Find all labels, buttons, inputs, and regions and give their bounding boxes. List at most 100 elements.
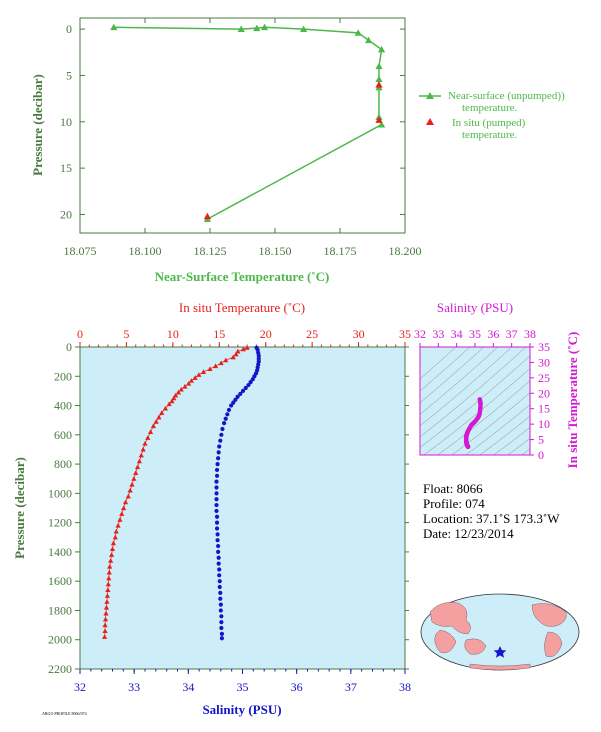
salinity-point	[216, 543, 221, 549]
salinity-point	[214, 479, 219, 484]
temperature-point	[108, 552, 115, 557]
pressure-tick-label: 0	[66, 340, 72, 354]
temperature-point	[218, 360, 224, 366]
isopycnal-line	[420, 347, 457, 380]
ns-xtick-label: 18.150	[259, 244, 292, 258]
ns-xtick-label: 18.175	[324, 244, 357, 258]
salinity-point	[216, 561, 221, 566]
salinity-point	[243, 385, 248, 391]
ns-point-unpumped	[237, 25, 245, 33]
ns-ytick-label: 20	[60, 207, 72, 221]
temperature-point	[134, 464, 141, 470]
temperature-point	[230, 354, 236, 360]
temperature-point	[104, 599, 110, 604]
ts-point	[465, 444, 471, 450]
salinity-point	[214, 467, 220, 473]
salinity-point	[250, 377, 255, 382]
float-location-star	[493, 646, 507, 658]
salinity-point	[217, 444, 222, 449]
temperature-point	[131, 476, 137, 481]
ns-xtick-label: 18.125	[194, 244, 227, 258]
temperature-point	[103, 604, 110, 610]
ts-temp-tick-label: 10	[538, 417, 550, 431]
ns-point-pumped	[375, 116, 383, 123]
temp-tick-label: 30	[353, 327, 365, 341]
ts-top-label: Salinity (PSU)	[437, 300, 513, 315]
pressure-tick-label: 1400	[48, 545, 72, 559]
temperature-point	[107, 563, 113, 569]
ts-sal-tick-label: 38	[524, 327, 536, 341]
temp-tick-label: 5	[123, 327, 129, 341]
salinity-point	[217, 573, 222, 578]
temp-tick-label: 15	[213, 327, 225, 341]
pressure-tick-label: 1200	[48, 516, 72, 530]
temperature-point	[104, 593, 110, 598]
ns-ytick-label: 0	[66, 22, 72, 36]
salinity-point	[221, 421, 227, 426]
ts-frame	[419, 346, 531, 456]
ns-point-unpumped	[378, 45, 386, 53]
ts-temp-tick-label: 25	[538, 371, 550, 385]
temperature-point	[106, 575, 112, 581]
salinity-point	[225, 412, 230, 417]
salinity-point	[229, 403, 234, 408]
sal-tick-label: 34	[182, 680, 194, 694]
salinity-point	[219, 636, 225, 641]
salinity-point	[217, 584, 222, 590]
ts-right-label: In situ Temperature (˚C)	[565, 332, 580, 469]
sal-tick-label: 38	[399, 680, 411, 694]
salinity-point	[220, 426, 225, 432]
salinity-point	[218, 596, 223, 601]
salinity-point	[256, 353, 261, 358]
ns-ytick-label: 15	[60, 161, 72, 175]
temperature-point	[138, 452, 144, 458]
ns-xtick-label: 18.200	[389, 244, 422, 258]
temperature-point	[159, 410, 165, 415]
salinity-point	[215, 538, 220, 543]
map-land-north-america	[531, 603, 567, 627]
profile-top-xlabel: In situ Temperature (˚C)	[179, 300, 305, 315]
temperature-point	[175, 389, 182, 395]
temperature-point	[188, 378, 195, 383]
isopycnal-line	[420, 347, 485, 404]
sal-tick-label: 36	[291, 680, 303, 694]
temp-tick-label: 10	[167, 327, 179, 341]
ts-sal-tick-label: 36	[487, 327, 499, 341]
profile-series	[102, 345, 261, 641]
float-id: Float: 8066	[423, 481, 483, 496]
temperature-point	[192, 375, 198, 380]
profile-ticks: 0 5 10 15 20 25 30 35 32 33 34 35 36 37 38 0 200 400 600 80…	[48, 327, 411, 694]
ns-point-unpumped	[365, 36, 373, 44]
sal-tick-label: 32	[74, 680, 86, 694]
salinity-point	[214, 502, 219, 508]
salinity-point	[248, 380, 253, 385]
temperature-point	[110, 540, 117, 546]
pressure-tick-label: 2200	[48, 662, 72, 676]
salinity-point	[218, 602, 223, 607]
temperature-point	[196, 372, 202, 377]
temperature-point	[212, 363, 219, 369]
isopycnal-line	[437, 380, 530, 455]
temperature-point	[121, 505, 127, 511]
ns-point-unpumped	[110, 23, 118, 31]
temperature-point	[112, 534, 118, 540]
temperature-point	[207, 366, 213, 372]
salinity-point	[231, 400, 236, 405]
isopycnal-line	[420, 347, 513, 427]
isopycnal-line	[451, 392, 530, 455]
salinity-point	[246, 382, 251, 388]
temperature-point	[162, 405, 169, 411]
ns-point-unpumped	[354, 29, 362, 36]
salinity-point	[223, 416, 228, 421]
near-surface-frame	[79, 17, 406, 234]
salinity-point	[214, 473, 220, 478]
legend-label-unpumped: Near-surface (unpumped)) temperature.	[448, 90, 565, 114]
ns-point-unpumped	[300, 25, 308, 33]
pressure-tick-label: 1600	[48, 574, 72, 588]
salinity-point	[235, 394, 240, 399]
ts-temp-tick-label: 15	[538, 402, 550, 416]
map-land-antarctica	[469, 663, 531, 671]
temperature-point	[117, 517, 123, 522]
